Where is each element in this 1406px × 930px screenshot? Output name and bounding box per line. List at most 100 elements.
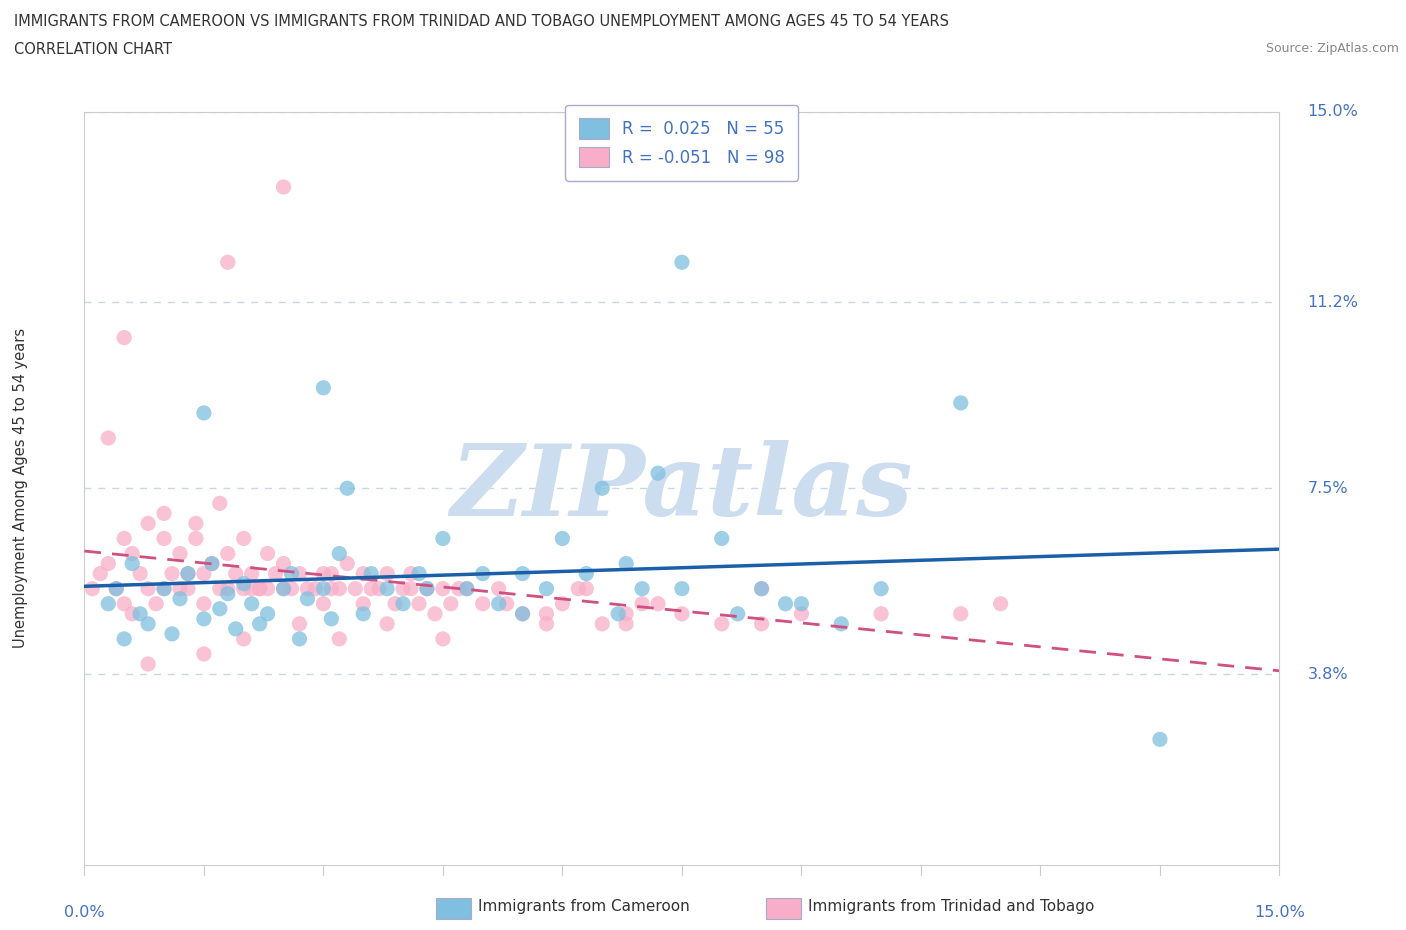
Point	[575, 581, 598, 596]
Point	[217, 546, 239, 561]
Point	[160, 627, 183, 642]
Point	[232, 631, 254, 646]
Point	[304, 581, 326, 596]
Point	[136, 581, 159, 596]
Point	[225, 566, 247, 581]
Point	[193, 611, 215, 626]
Point	[375, 581, 398, 596]
Point	[328, 631, 350, 646]
Point	[193, 566, 215, 581]
Point	[112, 596, 135, 611]
Point	[169, 581, 191, 596]
Point	[97, 596, 120, 611]
Point	[112, 631, 135, 646]
Point	[336, 556, 359, 571]
Point	[751, 617, 773, 631]
Point	[671, 255, 693, 270]
Point	[591, 617, 613, 631]
Point	[360, 566, 382, 581]
Point	[614, 606, 637, 621]
Point	[184, 531, 207, 546]
Point	[671, 581, 693, 596]
Point	[280, 581, 302, 596]
Point	[153, 581, 176, 596]
Point	[240, 566, 263, 581]
Point	[536, 617, 558, 631]
Point	[949, 395, 972, 410]
Point	[591, 481, 613, 496]
Point	[949, 606, 972, 621]
Point	[273, 179, 295, 194]
Point	[256, 546, 278, 561]
Point	[105, 581, 128, 596]
Point	[360, 581, 382, 596]
Point	[647, 466, 669, 481]
Point	[512, 606, 534, 621]
Point	[201, 556, 224, 571]
Point	[440, 596, 463, 611]
Point	[297, 581, 319, 596]
Point	[89, 566, 111, 581]
Point	[512, 566, 534, 581]
Point	[328, 581, 350, 596]
Point	[280, 566, 302, 581]
Point	[416, 581, 439, 596]
Point	[232, 531, 254, 546]
Point	[575, 566, 598, 581]
Point	[217, 581, 239, 596]
Point	[352, 606, 374, 621]
Point	[160, 566, 183, 581]
Point	[408, 566, 430, 581]
Text: Immigrants from Trinidad and Tobago: Immigrants from Trinidad and Tobago	[808, 899, 1095, 914]
Point	[232, 581, 254, 596]
Point	[352, 566, 374, 581]
Point	[790, 596, 813, 611]
Point	[249, 617, 271, 631]
Point	[456, 581, 478, 596]
Text: 7.5%: 7.5%	[1308, 481, 1348, 496]
Point	[193, 405, 215, 420]
Point	[416, 581, 439, 596]
Point	[727, 606, 749, 621]
Point	[488, 596, 510, 611]
Point	[432, 631, 454, 646]
Point	[97, 556, 120, 571]
Point	[790, 606, 813, 621]
Text: Unemployment Among Ages 45 to 54 years: Unemployment Among Ages 45 to 54 years	[13, 328, 28, 648]
Point	[321, 581, 343, 596]
Point	[225, 621, 247, 636]
Point	[551, 596, 574, 611]
Text: Immigrants from Cameroon: Immigrants from Cameroon	[478, 899, 690, 914]
Text: 3.8%: 3.8%	[1308, 667, 1348, 682]
Point	[112, 330, 135, 345]
Text: IMMIGRANTS FROM CAMEROON VS IMMIGRANTS FROM TRINIDAD AND TOBAGO UNEMPLOYMENT AMO: IMMIGRANTS FROM CAMEROON VS IMMIGRANTS F…	[14, 14, 949, 29]
Point	[336, 481, 359, 496]
Point	[775, 596, 797, 611]
Point	[870, 606, 893, 621]
Point	[121, 546, 143, 561]
Point	[240, 596, 263, 611]
Point	[208, 496, 231, 511]
Text: 15.0%: 15.0%	[1254, 905, 1305, 920]
Point	[273, 581, 295, 596]
Point	[97, 431, 120, 445]
Point	[751, 581, 773, 596]
Point	[321, 611, 343, 626]
Point	[217, 255, 239, 270]
Point	[136, 617, 159, 631]
Point	[375, 617, 398, 631]
Point	[312, 596, 335, 611]
Point	[129, 606, 152, 621]
Point	[129, 566, 152, 581]
Point	[288, 617, 311, 631]
Point	[121, 606, 143, 621]
Point	[273, 556, 295, 571]
Point	[432, 581, 454, 596]
Point	[273, 581, 295, 596]
Point	[1149, 732, 1171, 747]
Point	[536, 606, 558, 621]
Point	[240, 581, 263, 596]
Point	[264, 566, 287, 581]
Text: 0.0%: 0.0%	[65, 905, 104, 920]
Point	[647, 596, 669, 611]
